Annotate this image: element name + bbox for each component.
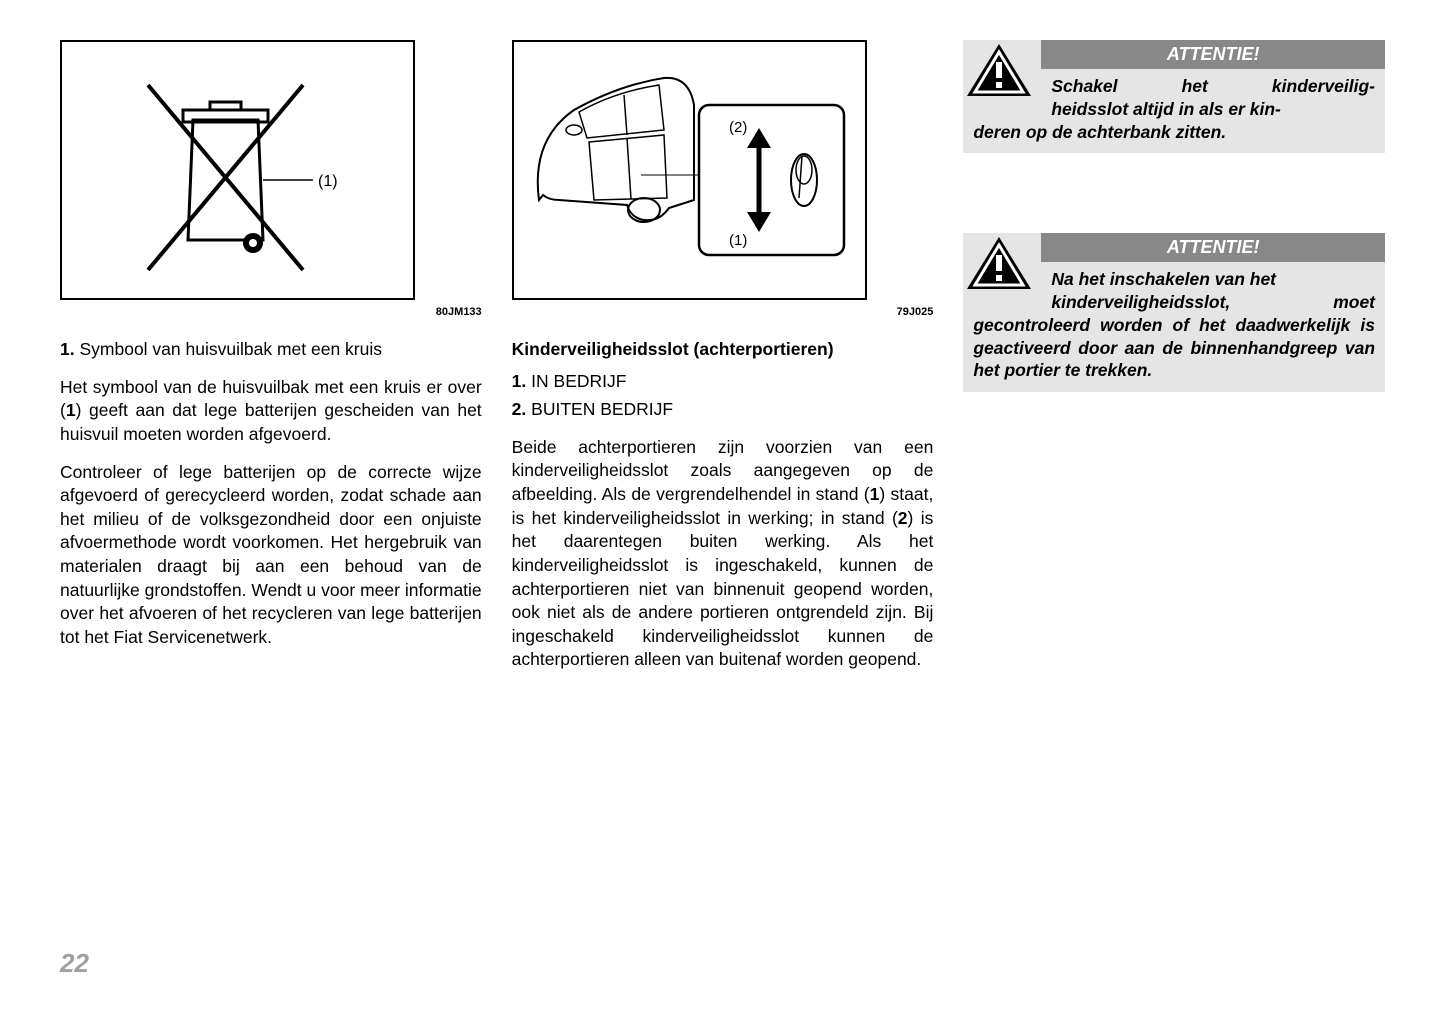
warning-triangle-icon bbox=[963, 40, 1035, 102]
column-3: ATTENTIE! Schakel het kinderveilig- heid… bbox=[963, 40, 1385, 686]
figure-1-label: (1) bbox=[318, 173, 338, 190]
figure-2-label-2: (2) bbox=[729, 119, 747, 136]
figure-1-box: (1) bbox=[60, 40, 415, 300]
attention-box-1: ATTENTIE! Schakel het kinderveilig- heid… bbox=[963, 40, 1385, 153]
attention-box-2: ATTENTIE! Na het inschakelen van het kin… bbox=[963, 233, 1385, 392]
warning-triangle-icon bbox=[963, 233, 1035, 295]
column-1: (1) 80JM133 1. Symbool van huisvuilbak m… bbox=[60, 40, 482, 686]
figure-2-code: 79J025 bbox=[512, 306, 934, 318]
figure-2-label-1: (1) bbox=[729, 232, 747, 249]
section-title-childlock: Kinderveiligheidsslot (achterportieren) bbox=[512, 338, 934, 361]
attention-header-2: ATTENTIE! bbox=[1041, 233, 1385, 262]
list-item-1: 1. IN BEDRIJF bbox=[512, 369, 934, 394]
figure-1-caption: 1. Symbool van huisvuilbak met een kruis bbox=[60, 338, 482, 362]
figure-2-box: (2) (1) bbox=[512, 40, 867, 300]
para-recycling-info: Controleer of lege batterijen op de corr… bbox=[60, 461, 482, 650]
column-2: (2) (1) 79J025 Kinderveiligheidsslot (ac… bbox=[512, 40, 934, 686]
recycle-bin-crossed-icon: (1) bbox=[98, 60, 378, 280]
car-child-lock-icon: (2) (1) bbox=[519, 50, 859, 290]
attention-header-1: ATTENTIE! bbox=[1041, 40, 1385, 69]
list-item-2: 2. BUITEN BEDRIJF bbox=[512, 397, 934, 422]
para-childlock-explanation: Beide achterportieren zijn voorzien van … bbox=[512, 436, 934, 672]
figure-1-code: 80JM133 bbox=[60, 306, 482, 318]
para-symbol-explanation: Het symbool van de huisvuilbak met een k… bbox=[60, 376, 482, 447]
page-number: 22 bbox=[60, 948, 89, 979]
page-content: (1) 80JM133 1. Symbool van huisvuilbak m… bbox=[60, 40, 1385, 686]
